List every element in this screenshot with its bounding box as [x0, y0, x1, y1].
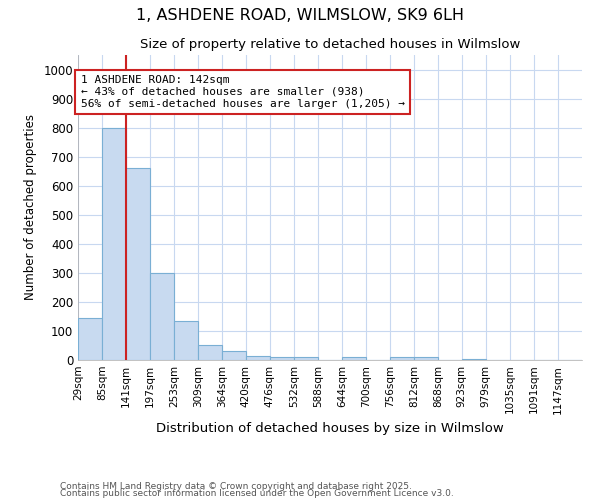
Bar — [174, 321, 198, 360]
Bar — [78, 318, 102, 360]
Bar — [462, 358, 486, 360]
X-axis label: Distribution of detached houses by size in Wilmslow: Distribution of detached houses by size … — [156, 422, 504, 435]
Bar — [222, 352, 246, 360]
Bar — [294, 357, 318, 360]
Y-axis label: Number of detached properties: Number of detached properties — [23, 114, 37, 300]
Bar — [390, 357, 414, 360]
Bar — [102, 128, 126, 360]
Title: Size of property relative to detached houses in Wilmslow: Size of property relative to detached ho… — [140, 38, 520, 51]
Bar — [414, 357, 438, 360]
Bar — [246, 356, 270, 360]
Text: 1, ASHDENE ROAD, WILMSLOW, SK9 6LH: 1, ASHDENE ROAD, WILMSLOW, SK9 6LH — [136, 8, 464, 22]
Text: Contains HM Land Registry data © Crown copyright and database right 2025.: Contains HM Land Registry data © Crown c… — [60, 482, 412, 491]
Text: 1 ASHDENE ROAD: 142sqm
← 43% of detached houses are smaller (938)
56% of semi-de: 1 ASHDENE ROAD: 142sqm ← 43% of detached… — [80, 76, 404, 108]
Bar — [126, 168, 150, 360]
Bar — [198, 344, 222, 360]
Bar — [150, 273, 174, 360]
Bar — [342, 357, 366, 360]
Bar — [270, 356, 294, 360]
Text: Contains public sector information licensed under the Open Government Licence v3: Contains public sector information licen… — [60, 489, 454, 498]
